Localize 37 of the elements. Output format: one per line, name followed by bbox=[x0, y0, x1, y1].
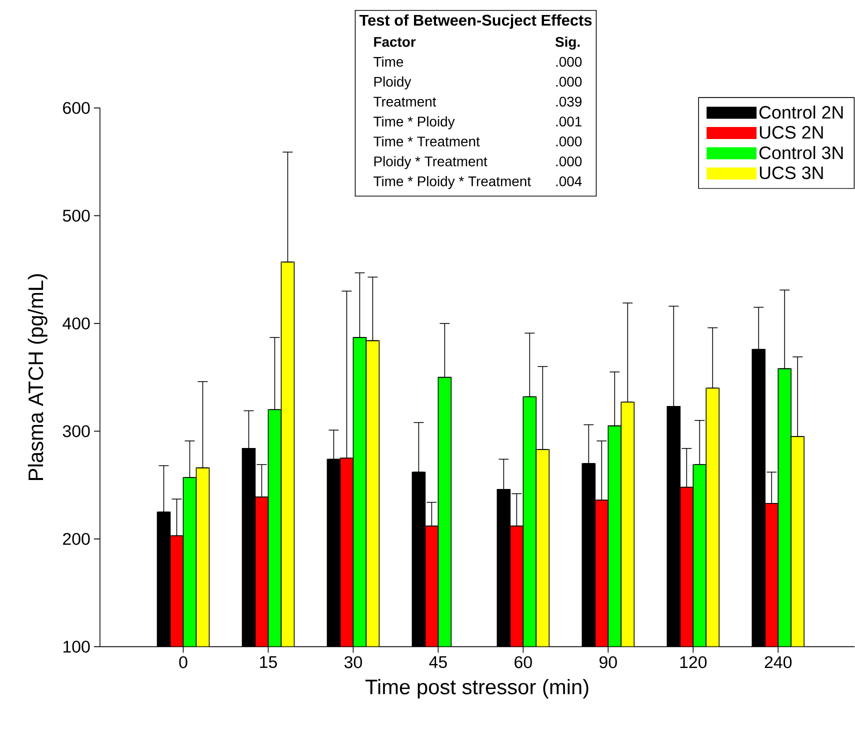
x-tick-label: 60 bbox=[514, 656, 532, 668]
annotation: Time * Treatment bbox=[374, 136, 480, 147]
x-tick-label: 90 bbox=[600, 656, 617, 668]
annotation: .000 bbox=[556, 136, 582, 147]
legend-label: UCS 3N bbox=[760, 166, 823, 180]
y-axis-title: Plasma ATCH (pg/mL) bbox=[28, 274, 48, 480]
y-tick-label: 100 bbox=[63, 640, 90, 653]
text: Ploidy bbox=[374, 76, 412, 90]
text: Factor bbox=[374, 37, 416, 48]
annotation: .001 bbox=[556, 116, 582, 127]
annotation: Ploidy * Treatment bbox=[374, 156, 488, 170]
x-tick-label: 240 bbox=[764, 656, 792, 668]
legend-label: Control 2N bbox=[759, 106, 843, 119]
text: Time bbox=[374, 56, 404, 67]
text: Sig. bbox=[555, 36, 580, 50]
y-tick-label: 500 bbox=[62, 210, 90, 222]
legend-label: UCS 2N bbox=[760, 126, 823, 139]
x-tick-label: 15 bbox=[260, 656, 277, 668]
text: Treatment bbox=[374, 97, 436, 107]
text: .039 bbox=[556, 96, 582, 107]
annotation: Time * Ploidy bbox=[374, 116, 455, 130]
annotation: Time * Ploidy * Treatment bbox=[374, 176, 531, 190]
text: Test of Between-Sucject Effects bbox=[359, 14, 592, 29]
y-tick-label: 400 bbox=[62, 318, 90, 330]
x-tick-label: 0 bbox=[179, 656, 188, 668]
x-tick-label: 45 bbox=[429, 656, 447, 668]
legend-label: Control 3N bbox=[759, 146, 843, 160]
x-tick-label: 30 bbox=[344, 656, 362, 668]
y-tick-label: 200 bbox=[63, 533, 90, 546]
text: .000 bbox=[556, 57, 582, 67]
x-axis-title: Time post stressor (min) bbox=[365, 679, 588, 699]
y-tick-label: 300 bbox=[62, 425, 90, 438]
x-tick-label: 120 bbox=[680, 656, 707, 668]
y-tick-label: 600 bbox=[63, 102, 90, 114]
annotation: .004 bbox=[556, 176, 582, 186]
text: .000 bbox=[556, 76, 582, 87]
annotation: .000 bbox=[556, 156, 582, 167]
